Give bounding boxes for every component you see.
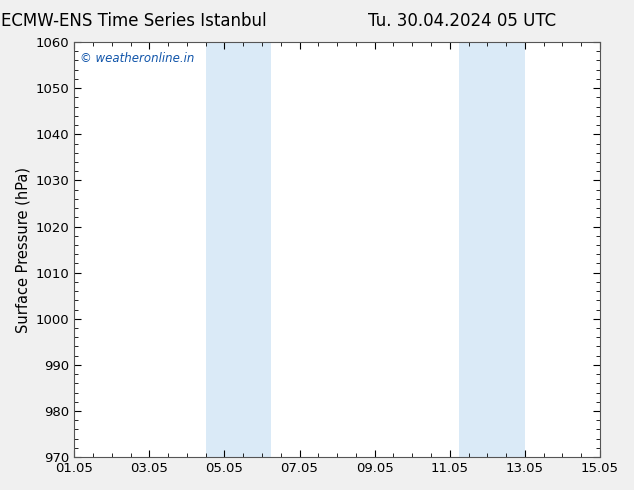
- Text: ECMW-ENS Time Series Istanbul: ECMW-ENS Time Series Istanbul: [1, 12, 266, 30]
- Text: Tu. 30.04.2024 05 UTC: Tu. 30.04.2024 05 UTC: [368, 12, 556, 30]
- Y-axis label: Surface Pressure (hPa): Surface Pressure (hPa): [15, 167, 30, 333]
- Text: © weatheronline.in: © weatheronline.in: [81, 52, 195, 66]
- Bar: [459, 42, 525, 457]
- Bar: [205, 42, 271, 457]
